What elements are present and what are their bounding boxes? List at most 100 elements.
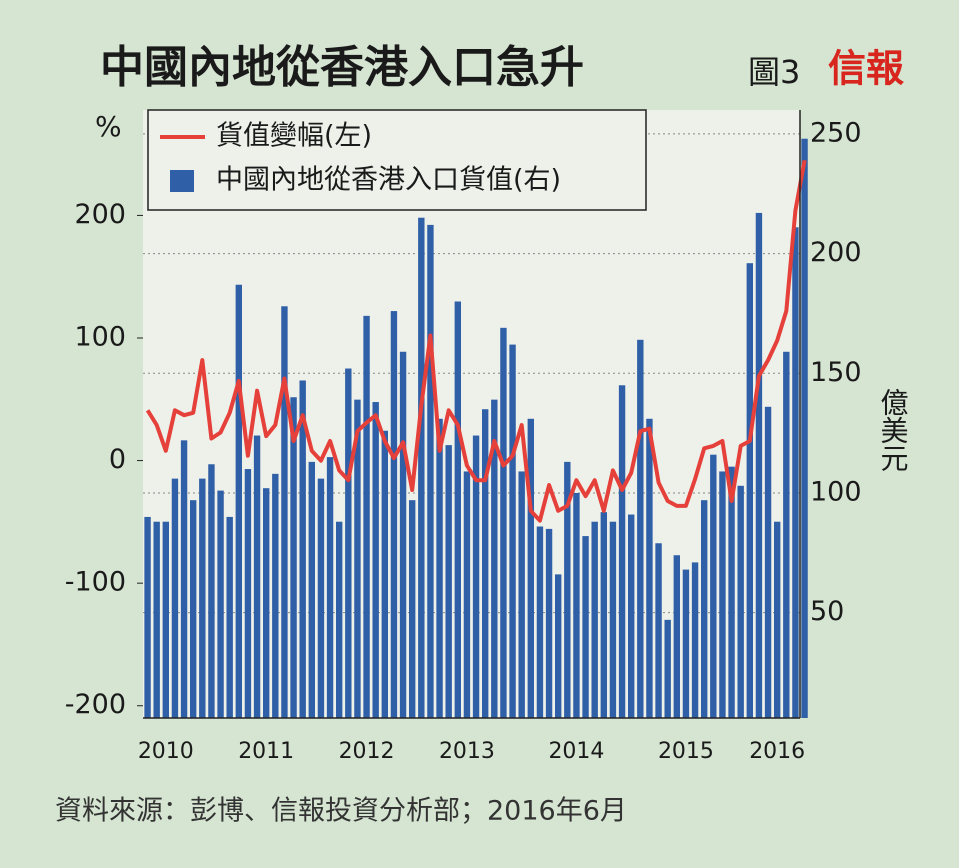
y2-tick-label: 250 bbox=[810, 117, 862, 148]
marks: 50 100 150 200 250 -200 -100 0 100 200 2010 2011 201… bbox=[65, 110, 862, 764]
bar bbox=[153, 521, 160, 718]
y-tick-label: 0 bbox=[109, 444, 126, 475]
x-tick-label: 2016 bbox=[749, 739, 805, 764]
bar bbox=[764, 406, 772, 718]
bar bbox=[591, 521, 598, 718]
bar bbox=[682, 569, 690, 718]
legend-swatch bbox=[170, 170, 194, 192]
chart-title: 中國內地從香港入口急升 bbox=[100, 42, 584, 93]
bar bbox=[445, 445, 452, 718]
bar bbox=[317, 478, 325, 718]
bar bbox=[335, 521, 343, 718]
legend-box bbox=[147, 109, 647, 211]
bar bbox=[345, 368, 352, 718]
bar bbox=[509, 344, 516, 718]
bar bbox=[290, 397, 297, 718]
brand: 信報 bbox=[828, 46, 904, 91]
bar bbox=[272, 473, 279, 718]
bar bbox=[171, 478, 179, 718]
bar bbox=[627, 514, 635, 718]
y2-tick-label: 50 bbox=[810, 596, 844, 627]
bar bbox=[235, 284, 243, 718]
bar bbox=[573, 492, 580, 718]
bar bbox=[299, 380, 306, 718]
bar bbox=[180, 440, 188, 718]
bar bbox=[491, 399, 498, 718]
bar bbox=[801, 138, 808, 718]
bar bbox=[199, 478, 206, 718]
bar bbox=[481, 409, 489, 718]
bar bbox=[454, 301, 462, 718]
bar bbox=[609, 521, 617, 718]
bar bbox=[363, 315, 370, 718]
figure-label: 圖3 bbox=[748, 53, 800, 91]
bar bbox=[436, 418, 443, 718]
bar bbox=[244, 469, 252, 718]
bar bbox=[144, 516, 151, 718]
bar bbox=[308, 461, 316, 718]
bar bbox=[217, 490, 224, 718]
bar bbox=[326, 457, 334, 718]
bar bbox=[500, 327, 507, 718]
x-tick-label: 2010 bbox=[138, 739, 194, 764]
x-tick-label: 2011 bbox=[238, 739, 294, 764]
bar bbox=[664, 619, 671, 718]
bar bbox=[427, 224, 434, 718]
bar bbox=[262, 488, 270, 718]
bar bbox=[691, 562, 699, 718]
bar bbox=[737, 485, 744, 718]
bar bbox=[354, 399, 361, 718]
bar bbox=[773, 521, 781, 718]
bar bbox=[408, 500, 416, 718]
x-tick-label: 2013 bbox=[439, 739, 495, 764]
bar bbox=[399, 351, 407, 718]
y2-tick-label: 200 bbox=[810, 237, 862, 268]
bar bbox=[518, 471, 525, 718]
source: 資料來源：彭博、信報投資分析部；2016年6月 bbox=[55, 796, 627, 827]
y-tick-label: -100 bbox=[65, 567, 126, 598]
bar bbox=[536, 526, 544, 718]
bar bbox=[554, 574, 562, 718]
bar bbox=[646, 418, 653, 718]
bar bbox=[719, 471, 726, 718]
bar bbox=[208, 464, 215, 718]
bar bbox=[281, 306, 288, 718]
bar bbox=[783, 351, 790, 718]
y-tick-label: 200 bbox=[74, 199, 126, 230]
legend: 貨值變幅(左) 中國內地從香港入口貨值(右) bbox=[147, 109, 647, 211]
y2-tick-label: 150 bbox=[810, 357, 862, 388]
legend-label: 貨值變幅(左) bbox=[216, 121, 372, 152]
x-tick-label: 2015 bbox=[658, 739, 714, 764]
bar bbox=[418, 217, 425, 718]
bar bbox=[472, 435, 480, 718]
bar bbox=[372, 402, 379, 718]
bar bbox=[600, 512, 608, 718]
y-tick-label: 100 bbox=[74, 322, 126, 353]
x-tick-label: 2012 bbox=[339, 739, 395, 764]
y-axis-label: % bbox=[95, 110, 122, 143]
bar bbox=[700, 500, 708, 718]
bar bbox=[755, 212, 763, 718]
y2-tick-label: 100 bbox=[810, 476, 862, 507]
bar bbox=[527, 418, 535, 718]
bar bbox=[792, 227, 799, 719]
bar bbox=[710, 454, 717, 718]
bar bbox=[162, 521, 170, 718]
bar bbox=[673, 555, 681, 718]
y2-axis-label: 億美元 bbox=[877, 388, 910, 472]
bar bbox=[564, 461, 571, 718]
bar bbox=[381, 430, 389, 718]
bar bbox=[746, 263, 754, 718]
bar bbox=[545, 528, 553, 718]
x-tick-label: 2014 bbox=[548, 739, 604, 764]
bar bbox=[390, 311, 398, 718]
bar bbox=[253, 435, 261, 718]
line bbox=[145, 159, 807, 523]
bar bbox=[618, 385, 626, 718]
bar bbox=[463, 471, 471, 718]
bar bbox=[728, 466, 735, 718]
bar bbox=[637, 339, 644, 718]
bar bbox=[655, 543, 662, 718]
bar bbox=[189, 500, 197, 718]
